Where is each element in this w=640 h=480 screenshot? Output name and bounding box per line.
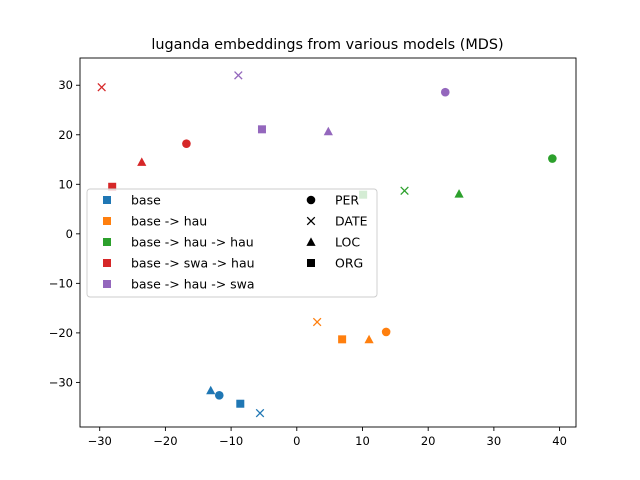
series-5 xyxy=(234,71,450,136)
x-tick-label: 20 xyxy=(421,434,436,448)
y-tick-label: 10 xyxy=(58,177,73,191)
legend-shape-label-org: ORG xyxy=(335,256,363,271)
axes-frame xyxy=(79,57,577,428)
legend-label-5: base -> hau -> swa xyxy=(131,277,255,292)
legend-shape-org xyxy=(307,259,315,267)
point-4-per xyxy=(182,139,191,148)
legend-marker-2 xyxy=(103,217,111,225)
legend-shape-date xyxy=(306,216,316,226)
legend-marker-3 xyxy=(103,238,111,246)
legend-x-stroke-b xyxy=(306,216,316,226)
point-2-org xyxy=(338,335,347,344)
series-4 xyxy=(97,82,191,191)
point-2-per xyxy=(381,327,391,337)
point-4-date xyxy=(97,82,106,92)
legend-shape-mark-per xyxy=(306,195,316,205)
legend: base base -> hau base -> hau -> hau base ->… xyxy=(86,188,378,298)
x-tick-label: 0 xyxy=(293,434,300,448)
legend-shape-per xyxy=(306,195,316,205)
point-4-loc xyxy=(137,157,147,166)
plot-area: −30 −20 −10 0 10 20 30 40 −30 −20 −10 0 10 20 30 xyxy=(49,57,577,448)
x-tick-label: −30 xyxy=(88,434,112,448)
point-3-date-stroke-b xyxy=(400,186,409,196)
chart-title: luganda embeddings from various models (… xyxy=(151,37,503,53)
y-tick-label: −20 xyxy=(49,326,73,340)
legend-marker-4 xyxy=(103,259,111,267)
y-tick-label: −30 xyxy=(49,375,73,389)
y-tick-label: 30 xyxy=(58,78,73,92)
point-1-org xyxy=(236,399,245,408)
series-1 xyxy=(206,385,265,418)
point-5-org xyxy=(257,125,266,134)
x-tick-label: 30 xyxy=(487,434,502,448)
point-5-date xyxy=(234,71,243,80)
y-tick-label: 0 xyxy=(66,227,73,241)
point-2-loc xyxy=(364,334,374,344)
x-tick-label: 40 xyxy=(552,434,567,448)
legend-label-4: base -> swa -> hau xyxy=(131,256,255,271)
legend-marker-1 xyxy=(103,196,111,204)
legend-label-3: base -> hau -> hau xyxy=(131,235,254,250)
x-tick-label: 10 xyxy=(355,434,370,448)
series-2 xyxy=(312,317,391,344)
legend-marker-5 xyxy=(103,280,111,288)
point-5-per xyxy=(440,87,450,97)
point-1-date xyxy=(255,408,265,418)
y-tick-label: −10 xyxy=(49,276,73,290)
legend-frame xyxy=(86,188,378,298)
legend-shape-label-date: DATE xyxy=(335,214,368,229)
point-3-date xyxy=(400,186,409,196)
legend-shape-mark-loc xyxy=(306,237,316,246)
legend-label-2: base -> hau xyxy=(131,214,207,229)
point-5-date-stroke-b xyxy=(234,71,243,80)
point-3-loc xyxy=(454,189,464,198)
point-5-loc xyxy=(323,126,333,136)
point-2-date-stroke-b xyxy=(312,317,322,327)
point-1-per xyxy=(214,391,224,400)
legend-shape-mark-org xyxy=(307,259,315,267)
legend-shape-label-per: PER xyxy=(335,193,359,208)
legend-shape-loc xyxy=(306,237,316,246)
legend-label-1: base xyxy=(131,193,161,208)
point-1-date-stroke-b xyxy=(255,408,265,418)
point-4-org xyxy=(108,182,117,191)
point-3-per xyxy=(548,154,557,163)
x-tick-label: −10 xyxy=(219,434,243,448)
x-tick-label: −20 xyxy=(153,434,177,448)
point-4-date-stroke-b xyxy=(97,82,106,92)
point-2-date xyxy=(312,317,322,327)
y-tick-label: 20 xyxy=(58,128,73,142)
point-1-loc xyxy=(206,385,216,395)
legend-shape-label-loc: LOC xyxy=(335,235,360,250)
